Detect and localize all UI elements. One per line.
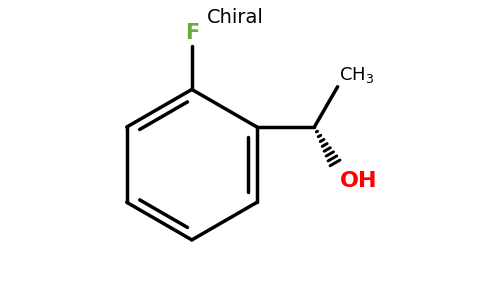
Text: CH$_3$: CH$_3$ — [339, 65, 375, 85]
Text: F: F — [185, 23, 199, 43]
Text: OH: OH — [339, 171, 377, 191]
Text: Chiral: Chiral — [206, 8, 263, 27]
